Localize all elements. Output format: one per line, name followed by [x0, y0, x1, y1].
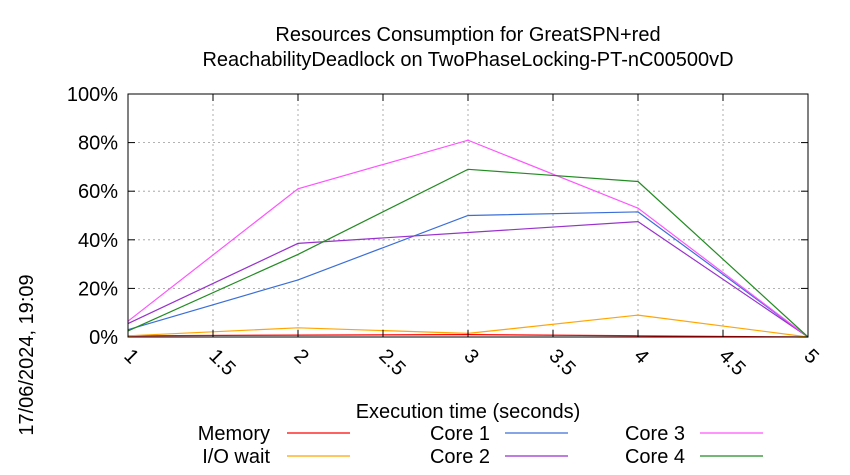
- legend-label-memory: Memory: [198, 423, 270, 445]
- y-tick-label: 60%: [78, 181, 118, 203]
- y-tick-label: 100%: [67, 84, 118, 106]
- x-tick-label: 5: [799, 345, 822, 368]
- y-axis: 0% 20% 40% 60% 80% 100%: [67, 84, 808, 349]
- legend-label-i-o-wait: I/O wait: [202, 446, 270, 468]
- legend-label-core-3: Core 3: [625, 423, 685, 445]
- series-line-core-3: [127, 139, 809, 338]
- x-tick-label: 3.5: [544, 345, 579, 380]
- x-tick-label: 1: [119, 345, 142, 368]
- chart-title: Resources Consumption for GreatSPN+red: [275, 24, 660, 46]
- x-tick-label: 3: [459, 345, 482, 368]
- legend-label-core-4: Core 4: [625, 446, 685, 468]
- x-tick-label: 1.5: [204, 345, 239, 380]
- x-tick-label: 2: [289, 345, 312, 368]
- series-line-core-2: [127, 220, 809, 338]
- x-tick-label: 2.5: [374, 345, 409, 380]
- x-tick-label: 4: [629, 345, 652, 368]
- y-tick-label: 20%: [78, 278, 118, 300]
- x-axis-label: Execution time (seconds): [356, 401, 581, 423]
- series-line-core-4: [127, 168, 809, 338]
- x-tick-label: 4.5: [714, 345, 749, 380]
- legend-label-core-1: Core 1: [430, 423, 490, 445]
- series-line-core-1: [127, 211, 809, 338]
- y-tick-label: 0%: [89, 327, 118, 349]
- y-tick-label: 80%: [78, 133, 118, 155]
- series-layer: [127, 139, 809, 338]
- y-tick-label: 40%: [78, 230, 118, 252]
- chart-subtitle: ReachabilityDeadlock on TwoPhaseLocking-…: [202, 49, 733, 71]
- timestamp: 17/06/2024, 19:09: [16, 274, 38, 435]
- legend-label-core-2: Core 2: [430, 446, 490, 468]
